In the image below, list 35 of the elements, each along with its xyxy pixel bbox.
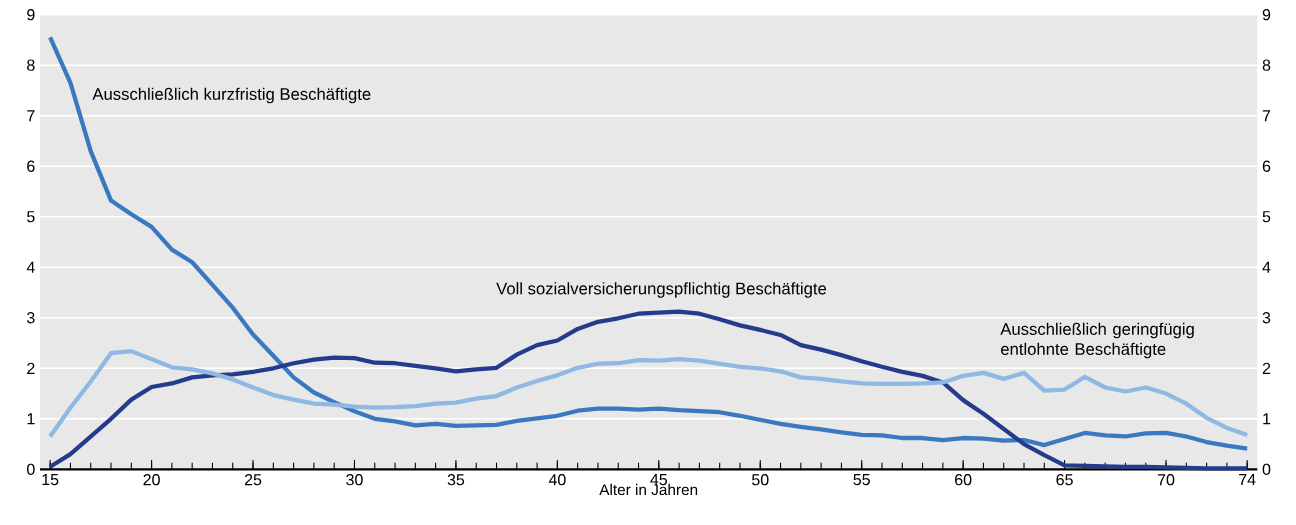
x-tick-label: 15: [42, 473, 59, 486]
x-tick-label: 25: [244, 473, 262, 486]
y-tick-label: 0: [27, 463, 35, 475]
x-tick-label: 55: [853, 473, 870, 486]
y-tick-label: 6: [27, 160, 35, 172]
y2-tick-label: 8: [1262, 59, 1271, 71]
y-tick-label: 3: [27, 311, 35, 324]
y2-tick-label: 4: [1262, 261, 1271, 273]
y2-tick-label: 3: [1262, 311, 1271, 324]
y2-tick-label: 7: [1262, 110, 1271, 122]
y-tick-label: 4: [26, 261, 35, 273]
x-tick-label: 74: [1239, 473, 1256, 485]
x-tick-label: 65: [1056, 473, 1073, 486]
x-tick-label: 50: [752, 473, 769, 486]
y-tick-label: 5: [27, 211, 35, 223]
x-tick-label: 20: [143, 473, 160, 486]
y-tick-label: 1: [27, 413, 35, 425]
y2-tick-label: 0: [1262, 463, 1271, 475]
y-tick-label: 7: [27, 110, 35, 122]
y-tick-label: 2: [27, 362, 35, 374]
x-tick-label: 70: [1157, 473, 1175, 486]
y-tick-label: 9: [27, 8, 35, 21]
y2-tick-label: 6: [1262, 160, 1271, 172]
y-tick-label: 8: [27, 59, 35, 71]
y2-tick-label: 1: [1263, 413, 1271, 425]
series-label: Ausschließlich kurzfristig Beschäftigte: [92, 87, 371, 104]
series-label: Voll sozialversicherungspflichtig Beschäftigte: [496, 282, 827, 298]
x-tick-label: 30: [346, 473, 363, 486]
y2-tick-label: 5: [1262, 211, 1271, 223]
y2-tick-label: 9: [1262, 8, 1271, 21]
y2-tick-label: 2: [1262, 362, 1271, 374]
x-tick-label: 60: [955, 473, 972, 486]
series-label: Ausschließlich geringfügig entlohnte Beschäftigte: [1000, 322, 1194, 359]
x-tick-label: 35: [447, 473, 465, 486]
x-tick-label: 40: [548, 473, 566, 486]
